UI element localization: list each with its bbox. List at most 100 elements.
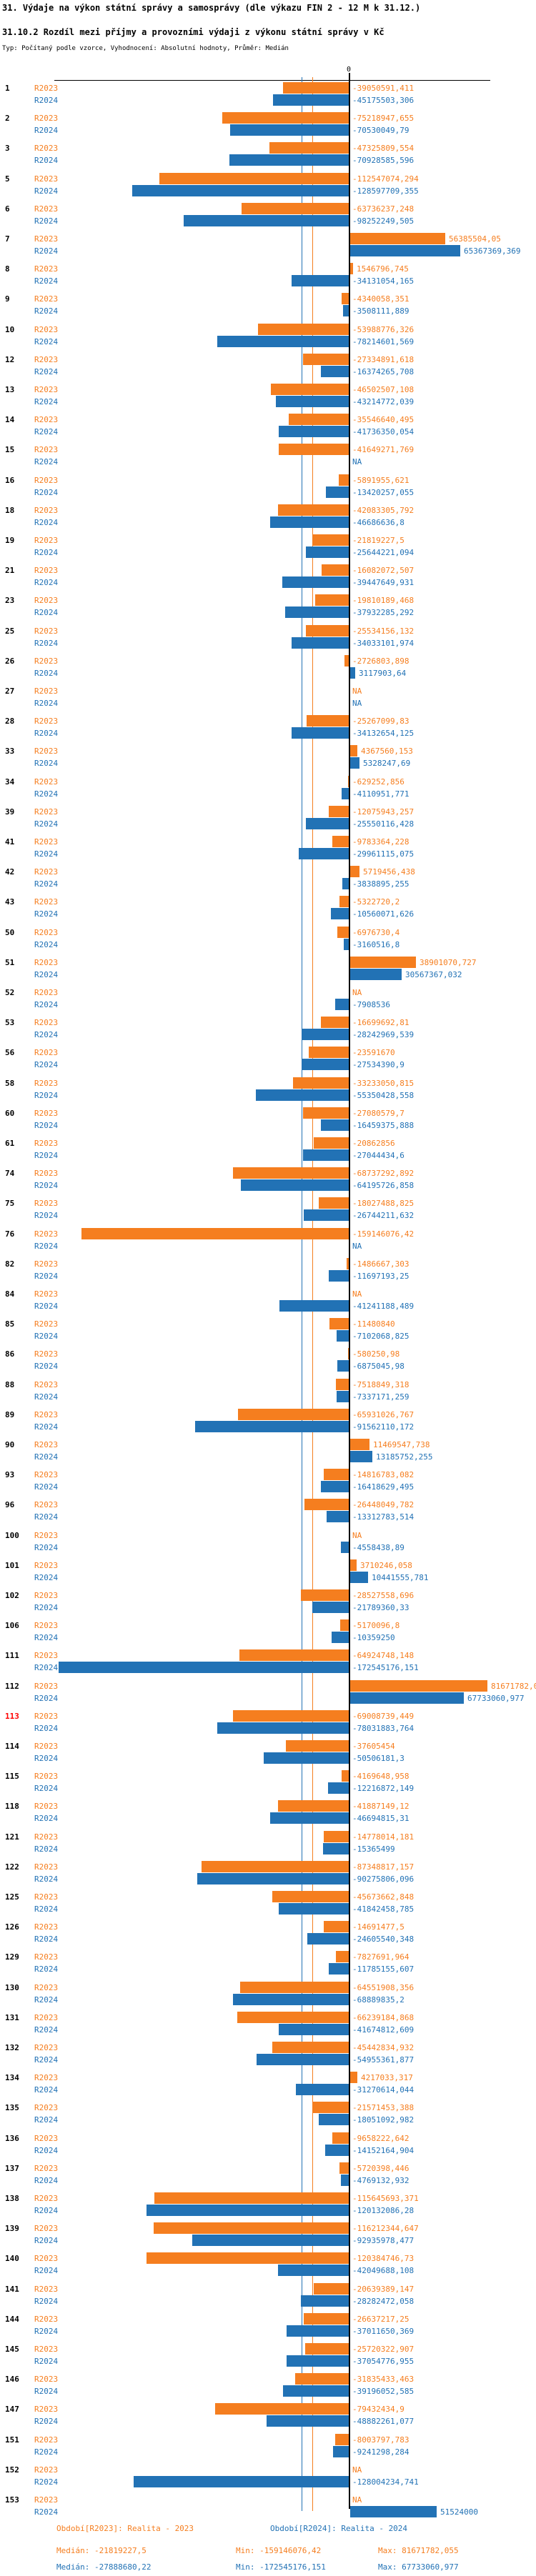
bar-r2024 — [229, 154, 349, 166]
bar-r2023 — [344, 655, 349, 667]
row-number: 121 — [5, 1832, 19, 1842]
value-label-r2024: -14152164,904 — [352, 2146, 415, 2155]
value-label-r2024: 67733060,977 — [467, 1694, 525, 1703]
row-group-15: 15 R2023 -41649271,769 R2024 NA — [0, 444, 536, 474]
bar-r2024 — [230, 124, 349, 136]
row-group-135: 135 R2023 -21571453,388 R2024 -18051092,982 — [0, 2102, 536, 2132]
bar-r2023 — [305, 2343, 349, 2355]
bar-r2023 — [240, 1982, 349, 1993]
value-label-r2023: -115645693,371 — [352, 2194, 419, 2203]
value-label-r2024: -41241188,489 — [352, 1302, 415, 1311]
value-label-r2024: -16374265,708 — [352, 367, 415, 376]
bar-r2024 — [256, 1089, 349, 1101]
bar-r2024 — [273, 94, 349, 106]
row-number: 74 — [5, 1169, 15, 1178]
row-number: 141 — [5, 2285, 19, 2294]
row-group-136: 136 R2023 -9658222,642 R2024 -14152164,904 — [0, 2132, 536, 2162]
value-label-r2024: -34131054,165 — [352, 276, 415, 286]
series-label-r2023: R2023 — [34, 807, 59, 817]
value-label-r2023: 4217033,317 — [361, 2073, 413, 2082]
series-label-r2024: R2024 — [34, 1030, 59, 1039]
row-group-9: 9 R2023 -4340058,351 R2024 -3508111,889 — [0, 293, 536, 323]
value-label-r2024: -34033101,974 — [352, 639, 415, 648]
bar-r2023 — [350, 957, 416, 968]
value-label-r2023: NA — [352, 1289, 362, 1299]
bar-r2023 — [336, 1379, 349, 1390]
series-label-r2023: R2023 — [34, 988, 59, 997]
stat-median-r2023: Medián: -21819227,5 — [56, 2546, 147, 2555]
series-label-r2023: R2023 — [34, 1440, 59, 1449]
row-number: 139 — [5, 2224, 19, 2233]
row-group-14: 14 R2023 -35546640,495 R2024 -41736350,054 — [0, 414, 536, 444]
value-label-r2024: -7337171,259 — [352, 1392, 410, 1402]
series-label-r2024: R2024 — [34, 2115, 59, 2125]
row-number: 102 — [5, 1591, 19, 1600]
bar-r2024 — [328, 1782, 349, 1794]
value-label-r2023: -79432434,9 — [352, 2405, 405, 2414]
bar-r2023 — [233, 1167, 349, 1179]
series-label-r2024: R2024 — [34, 1452, 59, 1462]
series-label-r2023: R2023 — [34, 1862, 59, 1872]
bar-r2024 — [283, 2385, 349, 2397]
value-label-r2023: -5322720,2 — [352, 897, 400, 907]
series-label-r2023: R2023 — [34, 596, 59, 605]
bar-r2024 — [323, 1843, 349, 1854]
bar-r2023 — [304, 1499, 349, 1510]
bar-r2023 — [272, 2042, 349, 2053]
value-label-r2024: -64195726,858 — [352, 1181, 415, 1190]
series-label-r2023: R2023 — [34, 1712, 59, 1721]
value-label-r2023: -25534156,132 — [352, 626, 415, 636]
bar-r2023 — [309, 1047, 349, 1058]
bar-r2023 — [315, 594, 349, 606]
bar-r2023 — [233, 1710, 349, 1722]
row-number: 138 — [5, 2194, 19, 2203]
series-label-r2024: R2024 — [34, 970, 59, 979]
value-label-r2024: -4558438,89 — [352, 1543, 405, 1552]
value-label-r2024: -41842458,785 — [352, 1904, 415, 1914]
row-number: 126 — [5, 1922, 19, 1932]
row-group-126: 126 R2023 -14691477,5 R2024 -24605540,348 — [0, 1921, 536, 1951]
series-label-r2023: R2023 — [34, 385, 59, 394]
row-number: 33 — [5, 747, 15, 756]
series-label-r2024: R2024 — [34, 1754, 59, 1763]
value-label-r2024: -78214601,569 — [352, 337, 415, 346]
series-label-r2024: R2024 — [34, 2417, 59, 2426]
bar-r2023 — [258, 324, 349, 335]
row-group-50: 50 R2023 -6976730,4 R2024 -3160516,8 — [0, 927, 536, 957]
row-group-121: 121 R2023 -14778014,181 R2024 -15365499 — [0, 1831, 536, 1861]
series-label-r2024: R2024 — [34, 879, 59, 889]
bar-r2024 — [329, 1963, 349, 1975]
row-group-129: 129 R2023 -7827691,964 R2024 -11785155,607 — [0, 1951, 536, 1981]
series-label-r2023: R2023 — [34, 1591, 59, 1600]
series-label-r2024: R2024 — [34, 1995, 59, 2005]
bar-r2023 — [279, 444, 349, 455]
bar-r2023 — [335, 2434, 349, 2445]
value-label-r2023: -26448049,782 — [352, 1500, 415, 1509]
series-label-r2023: R2023 — [34, 1892, 59, 1902]
series-label-r2023: R2023 — [34, 2435, 59, 2445]
series-label-r2024: R2024 — [34, 216, 59, 226]
series-label-r2024: R2024 — [34, 2055, 59, 2065]
row-group-82: 82 R2023 -1486667,303 R2024 -11697193,25 — [0, 1258, 536, 1288]
bar-r2024 — [327, 1511, 349, 1522]
row-group-42: 42 R2023 5719456,438 R2024 -3838895,255 — [0, 866, 536, 896]
bar-r2023 — [339, 474, 349, 486]
value-label-r2023: -20862856 — [352, 1139, 395, 1148]
value-label-r2023: 81671782,055 — [491, 1682, 536, 1691]
series-label-r2023: R2023 — [34, 1922, 59, 1932]
value-label-r2023: -112547074,294 — [352, 174, 419, 184]
value-label-r2024: -10359250 — [352, 1633, 395, 1642]
series-label-r2024: R2024 — [34, 819, 59, 829]
value-label-r2024: -9241298,284 — [352, 2447, 410, 2457]
bar-r2024 — [329, 1270, 349, 1282]
row-group-114: 114 R2023 -37605454 R2024 -50506181,3 — [0, 1740, 536, 1770]
value-label-r2024: -42049688,108 — [352, 2266, 415, 2275]
bar-r2024 — [195, 1421, 349, 1432]
row-group-137: 137 R2023 -5720398,446 R2024 -4769132,932 — [0, 2162, 536, 2192]
row-number: 16 — [5, 476, 15, 485]
bar-r2024 — [292, 727, 349, 739]
series-label-r2023: R2023 — [34, 958, 59, 967]
series-label-r2024: R2024 — [34, 1512, 59, 1522]
row-group-93: 93 R2023 -14816783,082 R2024 -16418629,495 — [0, 1469, 536, 1499]
value-label-r2024: -27044434,6 — [352, 1151, 405, 1160]
